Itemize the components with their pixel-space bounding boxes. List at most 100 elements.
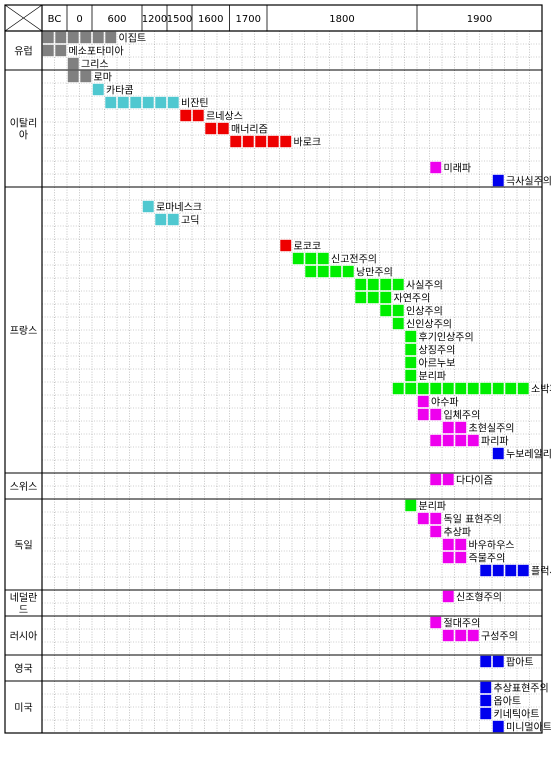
movement-cell xyxy=(404,382,417,395)
movement-cell xyxy=(492,174,505,187)
movement-label: 그리스 xyxy=(81,59,109,71)
movement-cell xyxy=(454,551,467,564)
header-year-label: BC xyxy=(48,14,62,25)
movement-label: 추상파 xyxy=(444,527,472,539)
movement-cell xyxy=(404,369,417,382)
movement-label: 야수파 xyxy=(431,397,459,409)
movement-cell xyxy=(392,278,405,291)
movement-label: 낭만주의 xyxy=(356,267,393,279)
movement-cell xyxy=(504,564,517,577)
movement-cell xyxy=(429,616,442,629)
region-label-line: 드 xyxy=(19,605,28,616)
movement-label: 미니멀아트 xyxy=(506,721,551,734)
movement-cell xyxy=(479,681,492,694)
movement-cell xyxy=(417,512,430,525)
movement-cell xyxy=(42,31,55,44)
movement-label: 분리파 xyxy=(419,371,447,383)
movement-cell xyxy=(354,278,367,291)
movement-cell xyxy=(442,538,455,551)
movement-label: 신인상주의 xyxy=(406,319,452,331)
region-label: 러시아 xyxy=(10,631,38,643)
movement-label: 바우하우스 xyxy=(469,539,515,552)
region-label: 이탈리 아 xyxy=(10,117,38,142)
movement-label: 로코코 xyxy=(294,242,322,253)
movement-cell xyxy=(92,83,105,96)
movement-cell xyxy=(279,239,292,252)
movement-cell xyxy=(367,278,380,291)
movement-cell xyxy=(479,694,492,707)
movement-cell xyxy=(454,434,467,447)
movement-cell xyxy=(142,96,155,109)
movement-cell xyxy=(379,278,392,291)
movement-cell xyxy=(167,213,180,226)
header-year-label: 600 xyxy=(107,14,126,25)
movement-cell xyxy=(467,434,480,447)
frame-layer xyxy=(4,4,543,734)
movement-labels-layer: 이집트메소포타미아그리스로마카타콤비잔틴르네상스매너리즘바로크미래파극사실주의로… xyxy=(69,33,551,734)
movement-cell xyxy=(492,720,505,733)
movement-cell xyxy=(442,629,455,642)
header-year-label: 1900 xyxy=(467,14,492,25)
region-label: 프랑스 xyxy=(10,325,38,337)
movement-cell xyxy=(429,512,442,525)
movement-cell xyxy=(492,655,505,668)
movement-label: 비잔틴 xyxy=(181,98,209,110)
movement-label: 인상주의 xyxy=(406,306,443,318)
movement-label: 극사실주의 xyxy=(506,176,551,188)
movement-label: 로마 xyxy=(94,72,112,84)
movement-label: 르네상스 xyxy=(206,111,243,123)
movement-label: 독일 표현주의 xyxy=(444,514,502,526)
movement-label: 키네틱아트 xyxy=(494,709,540,721)
movement-cell xyxy=(117,96,130,109)
movement-label: 다다이즘 xyxy=(456,475,493,487)
movement-cell xyxy=(429,525,442,538)
movement-cell xyxy=(242,135,255,148)
movement-label: 절대주의 xyxy=(444,617,481,630)
movement-cell xyxy=(304,265,317,278)
movement-label: 이집트 xyxy=(119,33,147,45)
header-year-label: 1500 xyxy=(167,14,192,25)
movement-cell xyxy=(442,421,455,434)
movement-label: 매너리즘 xyxy=(231,124,268,136)
movement-cell xyxy=(342,265,355,278)
movement-cell xyxy=(292,252,305,265)
movement-label: 메소포타미아 xyxy=(69,46,124,58)
movement-cell xyxy=(429,434,442,447)
movement-cell xyxy=(467,382,480,395)
movement-cell xyxy=(392,317,405,330)
movement-cell xyxy=(417,395,430,408)
movement-cell xyxy=(229,135,242,148)
movement-cell xyxy=(467,629,480,642)
movement-cell xyxy=(267,135,280,148)
movement-cell xyxy=(492,382,505,395)
movement-label: 추상표현주의 xyxy=(494,683,549,695)
movement-label: 카타콤 xyxy=(106,85,134,97)
movement-label: 로마네스크 xyxy=(156,202,202,214)
movement-label: 고딕 xyxy=(181,215,199,227)
movement-cell xyxy=(442,382,455,395)
outer-frame xyxy=(4,4,543,734)
movement-cell xyxy=(404,330,417,343)
movement-cell xyxy=(329,265,342,278)
movement-cell xyxy=(129,96,142,109)
movement-cell xyxy=(442,434,455,447)
movement-cell xyxy=(54,31,67,44)
region-label-line: 아 xyxy=(19,130,28,142)
movement-cell xyxy=(154,96,167,109)
movement-cell xyxy=(417,408,430,421)
movement-cell xyxy=(442,551,455,564)
movement-cell xyxy=(179,109,192,122)
region-label: 스위스 xyxy=(10,480,38,493)
movement-cell xyxy=(517,382,530,395)
movement-label: 자연주의 xyxy=(394,293,431,305)
movement-cell xyxy=(42,44,55,57)
movement-cell xyxy=(429,473,442,486)
movement-cell xyxy=(479,655,492,668)
movement-cell xyxy=(454,421,467,434)
movement-cell xyxy=(492,447,505,460)
movement-cell xyxy=(392,304,405,317)
movement-cell xyxy=(67,57,80,70)
movement-cell xyxy=(204,122,217,135)
